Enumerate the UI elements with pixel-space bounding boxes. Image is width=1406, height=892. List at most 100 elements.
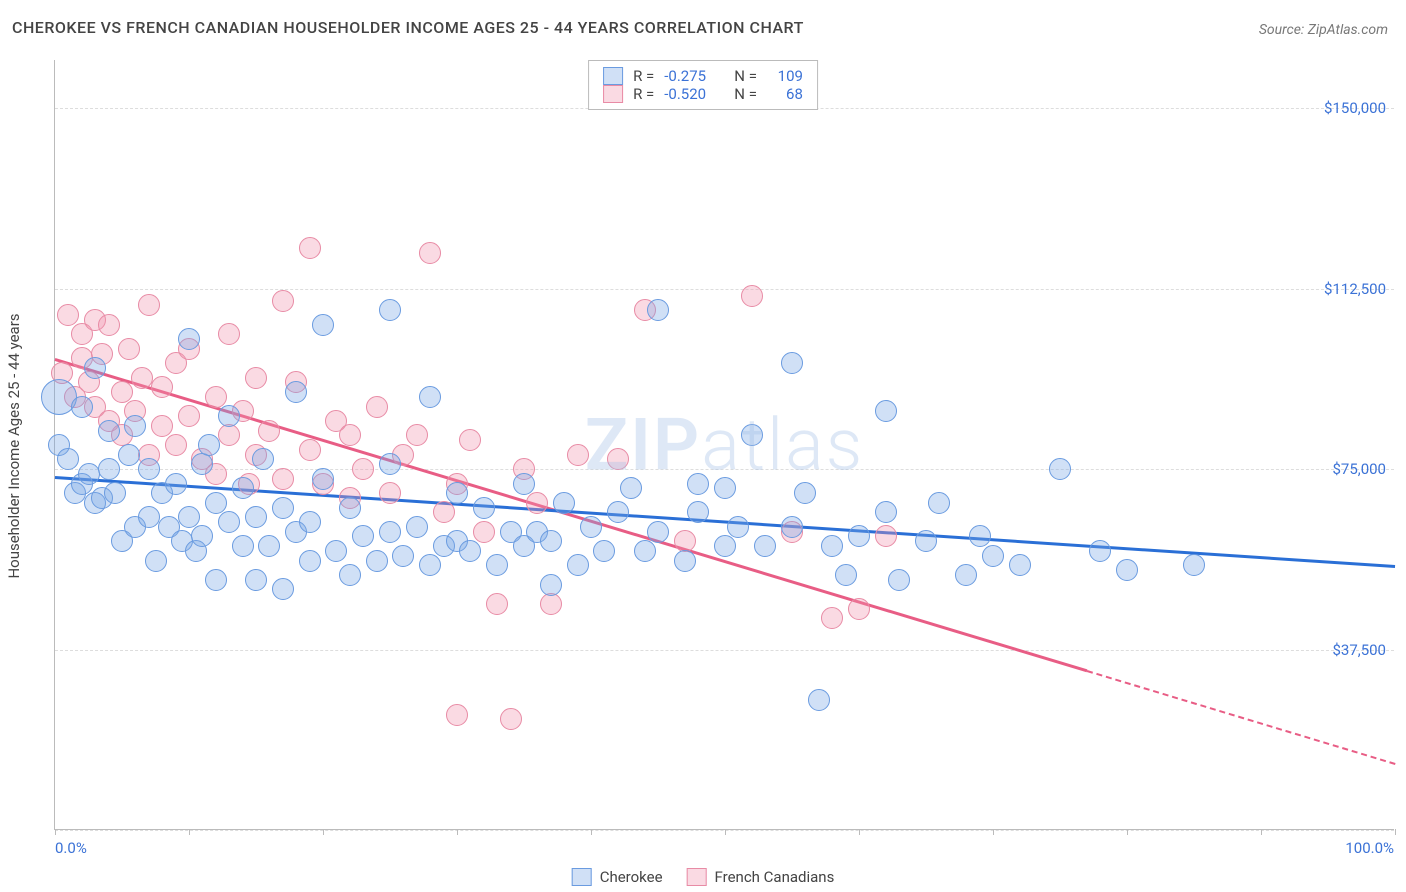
point-cherokee [1116,559,1138,581]
point-french-canadian [258,420,280,442]
point-cherokee [674,550,696,572]
point-cherokee [339,564,361,586]
point-cherokee [607,501,629,523]
point-cherokee [446,482,468,504]
point-french-canadian [406,424,428,446]
point-cherokee [727,516,749,538]
y-axis-title: Householder Income Ages 25 - 44 years [5,313,23,578]
point-cherokee [647,521,669,543]
n-value: 68 [767,85,803,103]
point-french-canadian [98,314,120,336]
point-cherokee [486,554,508,576]
point-cherokee [104,482,126,504]
point-cherokee [1089,540,1111,562]
legend-swatch [572,868,592,886]
point-cherokee [794,482,816,504]
legend-swatch [603,67,623,85]
point-cherokee [540,574,562,596]
point-cherokee [299,511,321,533]
point-cherokee [299,550,321,572]
point-cherokee [272,578,294,600]
point-cherokee [178,506,200,528]
point-cherokee [754,535,776,557]
point-french-canadian [218,424,240,446]
x-tick [1395,829,1396,835]
point-cherokee [848,525,870,547]
point-cherokee [714,477,736,499]
n-label: N = [734,67,757,85]
point-cherokee [138,458,160,480]
point-cherokee [232,535,254,557]
x-max-label: 100.0% [1345,839,1394,857]
point-cherokee [272,497,294,519]
point-cherokee [1183,554,1205,576]
point-cherokee [191,525,213,547]
point-cherokee [178,328,200,350]
point-cherokee [513,473,535,495]
point-french-canadian [486,593,508,615]
point-cherokee [258,535,280,557]
r-value: -0.520 [664,85,724,103]
point-french-canadian [299,439,321,461]
point-cherokee [553,492,575,514]
point-cherokee [352,525,374,547]
correlation-chart: CHEROKEE VS FRENCH CANADIAN HOUSEHOLDER … [0,0,1406,892]
point-cherokee [84,357,106,379]
x-tick [323,829,324,835]
point-french-canadian [419,242,441,264]
point-french-canadian [459,429,481,451]
x-tick [591,829,592,835]
point-cherokee [71,396,93,418]
point-french-canadian [848,598,870,620]
point-cherokee [312,314,334,336]
point-cherokee [419,554,441,576]
point-french-canadian [299,237,321,259]
point-french-canadian [57,304,79,326]
r-value: -0.275 [664,67,724,85]
y-tick-label: $112,500 [1324,280,1386,298]
point-cherokee [781,516,803,538]
point-cherokee [982,545,1004,567]
point-cherokee [687,501,709,523]
point-french-canadian [339,424,361,446]
point-cherokee [593,540,615,562]
point-cherokee [714,535,736,557]
point-french-canadian [433,501,455,523]
point-cherokee [875,501,897,523]
point-cherokee [915,530,937,552]
legend-label: French Canadians [715,868,835,886]
point-cherokee [218,511,240,533]
legend-item: Cherokee [572,868,663,886]
point-french-canadian [352,458,374,480]
correlation-legend: R =-0.275N =109R =-0.520N =68 [588,60,818,110]
point-cherokee [232,477,254,499]
point-french-canadian [151,376,173,398]
point-cherokee [145,550,167,572]
x-tick [725,829,726,835]
point-french-canadian [205,386,227,408]
x-tick [55,829,56,835]
point-french-canadian [741,285,763,307]
n-label: N = [734,85,757,103]
point-french-canadian [178,405,200,427]
x-tick [859,829,860,835]
gridline [55,469,1394,470]
point-cherokee [252,448,274,470]
x-tick [993,829,994,835]
point-cherokee [366,550,388,572]
point-cherokee [835,564,857,586]
point-cherokee [580,516,602,538]
legend-swatch [687,868,707,886]
point-french-canadian [111,381,133,403]
point-cherokee [312,468,334,490]
point-cherokee [191,453,213,475]
point-french-canadian [366,396,388,418]
point-cherokee [406,516,428,538]
point-cherokee [379,453,401,475]
point-french-canadian [379,482,401,504]
point-cherokee [325,540,347,562]
point-cherokee [124,415,146,437]
y-tick-label: $150,000 [1324,99,1386,117]
n-value: 109 [767,67,803,85]
point-cherokee [741,424,763,446]
